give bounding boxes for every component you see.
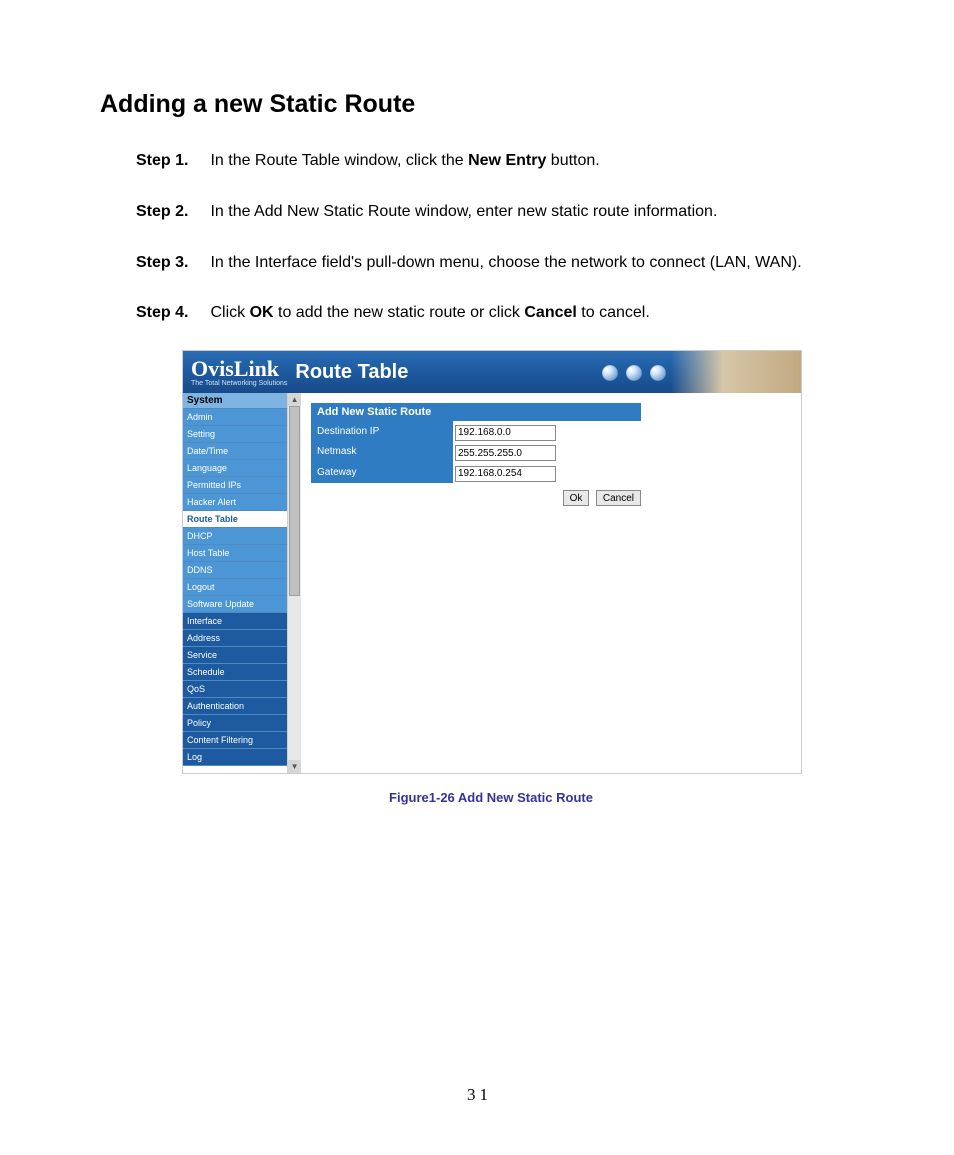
step-body: In the Route Table window, click the New… (210, 147, 850, 176)
logo-text: OvisLink (191, 358, 287, 380)
sidebar-section-log[interactable]: Log (183, 749, 287, 766)
netmask-input[interactable] (455, 445, 556, 461)
step-4: Step 4. Click OK to add the new static r… (136, 299, 859, 328)
sidebar-section-address[interactable]: Address (183, 630, 287, 647)
step-3: Step 3. In the Interface field's pull-do… (136, 249, 859, 278)
scroll-thumb[interactable] (289, 406, 300, 596)
main-content: Add New Static Route Destination IPNetma… (301, 393, 801, 773)
form-row: Destination IP (311, 421, 641, 442)
steps-list: Step 1. In the Route Table window, click… (100, 147, 859, 328)
step-body: In the Add New Static Route window, ente… (210, 198, 850, 227)
sidebar-item-dhcp[interactable]: DHCP (183, 528, 287, 545)
step-1: Step 1. In the Route Table window, click… (136, 147, 859, 176)
globe-icon (602, 365, 618, 381)
header-image (671, 351, 801, 393)
globe-icons (602, 365, 666, 381)
page-number: 31 (100, 1085, 859, 1105)
sidebar-item-software-update[interactable]: Software Update (183, 596, 287, 613)
sidebar-item-route-table[interactable]: Route Table (183, 511, 287, 528)
sidebar-section-service[interactable]: Service (183, 647, 287, 664)
globe-icon (626, 365, 642, 381)
sidebar-section-authentication[interactable]: Authentication (183, 698, 287, 715)
router-screenshot: OvisLink The Total Networking Solutions … (182, 350, 802, 774)
sidebar-item-logout[interactable]: Logout (183, 579, 287, 596)
logo: OvisLink The Total Networking Solutions (191, 358, 287, 387)
form-header: Add New Static Route (311, 403, 641, 421)
globe-icon (650, 365, 666, 381)
sidebar-item-setting[interactable]: Setting (183, 426, 287, 443)
cancel-button[interactable]: Cancel (596, 490, 641, 506)
field-cell (453, 442, 641, 463)
sidebar-item-date-time[interactable]: Date/Time (183, 443, 287, 460)
field-label: Gateway (311, 462, 453, 483)
static-route-form: Add New Static Route Destination IPNetma… (311, 403, 641, 483)
sidebar-item-host-table[interactable]: Host Table (183, 545, 287, 562)
screenshot-title: Route Table (295, 361, 408, 384)
scroll-up-arrow[interactable]: ▲ (288, 393, 301, 406)
button-row: Ok Cancel (311, 483, 641, 511)
sidebar: SystemAdminSettingDate/TimeLanguagePermi… (183, 393, 287, 773)
sidebar-item-hacker-alert[interactable]: Hacker Alert (183, 494, 287, 511)
screenshot-header: OvisLink The Total Networking Solutions … (183, 351, 801, 393)
sidebar-item-admin[interactable]: Admin (183, 409, 287, 426)
step-label: Step 4. (136, 299, 206, 328)
scrollbar[interactable]: ▲ ▼ (287, 393, 301, 773)
step-label: Step 1. (136, 147, 206, 176)
field-cell (453, 462, 641, 483)
sidebar-item-permitted-ips[interactable]: Permitted IPs (183, 477, 287, 494)
sidebar-section-qos[interactable]: QoS (183, 681, 287, 698)
destination-ip-input[interactable] (455, 425, 556, 441)
field-label: Destination IP (311, 421, 453, 442)
sidebar-section-policy[interactable]: Policy (183, 715, 287, 732)
logo-subtext: The Total Networking Solutions (191, 380, 287, 387)
scroll-down-arrow[interactable]: ▼ (288, 760, 301, 773)
form-row: Gateway (311, 462, 641, 483)
sidebar-group-system[interactable]: System (183, 393, 287, 409)
sidebar-section-content-filtering[interactable]: Content Filtering (183, 732, 287, 749)
sidebar-item-language[interactable]: Language (183, 460, 287, 477)
gateway-input[interactable] (455, 466, 556, 482)
step-2: Step 2. In the Add New Static Route wind… (136, 198, 859, 227)
field-label: Netmask (311, 442, 453, 463)
page-title: Adding a new Static Route (100, 90, 859, 119)
step-body: Click OK to add the new static route or … (210, 299, 850, 328)
figure-caption: Figure1-26 Add New Static Route (182, 790, 800, 805)
sidebar-section-schedule[interactable]: Schedule (183, 664, 287, 681)
field-cell (453, 421, 641, 442)
sidebar-section-interface[interactable]: Interface (183, 613, 287, 630)
step-label: Step 3. (136, 249, 206, 278)
form-row: Netmask (311, 442, 641, 463)
step-label: Step 2. (136, 198, 206, 227)
sidebar-item-ddns[interactable]: DDNS (183, 562, 287, 579)
step-body: In the Interface field's pull-down menu,… (210, 249, 850, 278)
ok-button[interactable]: Ok (563, 490, 590, 506)
